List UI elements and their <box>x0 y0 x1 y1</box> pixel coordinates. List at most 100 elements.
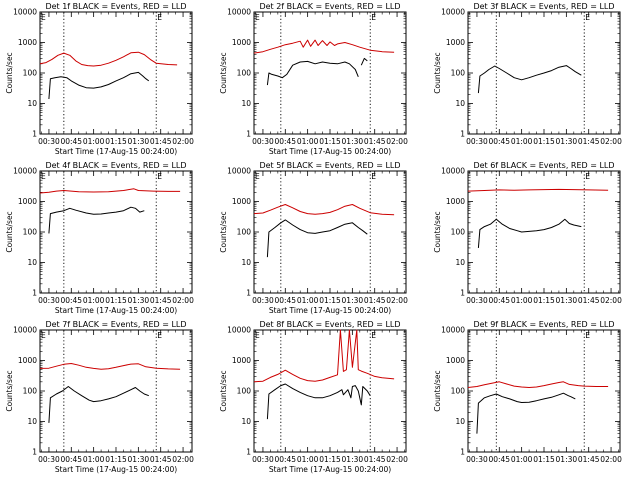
chart-panel-6: Det 6f BLACK = Events, RED = LLD 1 10 100 10… <box>433 161 622 305</box>
y-tick-label: 10 <box>455 258 465 267</box>
y-tick-label: 1000 <box>446 197 465 206</box>
x-tick-label: 01:45 <box>578 137 600 146</box>
x-tick-label: 01:15 <box>533 296 555 305</box>
x-axis-label: Start Time (17-Aug-15 00:24:00) <box>55 306 177 315</box>
chart-panel-1: Det 1f BLACK = Events, RED = LLD 1 10 100 10… <box>5 2 194 156</box>
y-axis-label: Counts/sec <box>433 211 442 252</box>
events-series-line <box>476 392 576 434</box>
y-tick-label: 100 <box>23 228 38 237</box>
y-tick-label: 1 <box>32 448 37 457</box>
x-tick-label: 01:45 <box>150 296 172 305</box>
y-axis-label: Counts/sec <box>433 370 442 411</box>
x-tick-label: 01:15 <box>533 137 555 146</box>
chart-title: Det 4f BLACK = Events, RED = LLD <box>45 161 186 170</box>
x-tick-label: 02:00 <box>600 296 622 305</box>
x-tick-label: 01:00 <box>297 296 319 305</box>
y-tick-label: 100 <box>237 69 252 78</box>
x-tick-label: 01:45 <box>150 455 172 464</box>
y-tick-label: 10000 <box>13 167 37 176</box>
chart-title: Det 9f BLACK = Events, RED = LLD <box>473 320 614 329</box>
x-tick-label: 00:30 <box>252 296 274 305</box>
y-axis-label: Counts/sec <box>433 52 442 93</box>
events-series-line <box>266 219 368 258</box>
x-tick-label: 01:45 <box>364 296 386 305</box>
y-axis-label: Counts/sec <box>5 52 14 93</box>
y-tick-label: 100 <box>23 387 38 396</box>
chart-title: Det 5f BLACK = Events, RED = LLD <box>259 161 400 170</box>
event-marker-label: E <box>585 172 590 181</box>
x-tick-label: 02:00 <box>386 137 408 146</box>
y-tick-label: 100 <box>451 387 466 396</box>
x-tick-label: 00:45 <box>60 137 82 146</box>
x-tick-label: 01:30 <box>128 137 150 146</box>
y-tick-label: 10000 <box>13 326 37 335</box>
x-tick-label: 01:45 <box>150 137 172 146</box>
y-tick-label: 1 <box>460 448 465 457</box>
x-tick-label: 00:30 <box>38 455 60 464</box>
y-tick-label: 1 <box>32 289 37 298</box>
y-tick-label: 10000 <box>227 326 251 335</box>
events-series-line <box>48 386 149 423</box>
plot-frame <box>39 170 193 294</box>
event-marker-label: E <box>255 13 260 22</box>
x-tick-label: 00:30 <box>466 137 488 146</box>
event-marker-label: E <box>585 331 590 340</box>
x-tick-label: 01:30 <box>556 137 578 146</box>
x-tick-label: 01:30 <box>342 455 364 464</box>
plot-frame <box>253 11 407 135</box>
x-tick-label: 00:30 <box>252 137 274 146</box>
x-tick-label: 00:45 <box>488 455 510 464</box>
x-tick-label: 01:00 <box>511 455 533 464</box>
x-tick-label: 02:00 <box>172 455 194 464</box>
chart-title: Det 8f BLACK = Events, RED = LLD <box>259 320 400 329</box>
events-series-line <box>48 206 145 234</box>
x-tick-label: 01:45 <box>578 296 600 305</box>
y-tick-label: 10 <box>241 258 251 267</box>
event-marker-label: E <box>41 172 46 181</box>
events-series-line <box>477 218 582 248</box>
x-axis-label: Start Time (17-Aug-15 00:24:00) <box>269 465 391 474</box>
event-marker-label: E <box>255 172 260 181</box>
x-axis-label: Start Time (17-Aug-15 00:24:00) <box>269 306 391 315</box>
chart-panel-3: Det 3f BLACK = Events, RED = LLD 1 10 100 10… <box>433 2 622 146</box>
y-tick-label: 1000 <box>18 38 37 47</box>
y-tick-label: 1000 <box>446 38 465 47</box>
x-tick-label: 01:45 <box>364 137 386 146</box>
x-tick-label: 01:45 <box>578 455 600 464</box>
x-tick-label: 01:15 <box>105 455 127 464</box>
x-axis-label: Start Time (17-Aug-15 00:24:00) <box>55 147 177 156</box>
y-tick-label: 10000 <box>227 8 251 17</box>
x-tick-label: 02:00 <box>172 137 194 146</box>
events-series-line <box>266 383 371 420</box>
x-tick-label: 01:30 <box>342 137 364 146</box>
x-tick-label: 01:30 <box>128 455 150 464</box>
lld-series-line <box>39 51 178 67</box>
chart-panel-8: Det 8f BLACK = Events, RED = LLD 1 10 100 10… <box>219 320 408 474</box>
x-tick-label: 01:30 <box>556 296 578 305</box>
x-tick-label: 00:30 <box>252 455 274 464</box>
chart-title: Det 6f BLACK = Events, RED = LLD <box>473 161 614 170</box>
y-axis-label: Counts/sec <box>5 211 14 252</box>
y-tick-label: 1 <box>246 130 251 139</box>
event-marker-label: E <box>585 13 590 22</box>
x-tick-label: 01:00 <box>83 137 105 146</box>
lld-series-line <box>253 329 395 383</box>
chart-title: Det 1f BLACK = Events, RED = LLD <box>45 2 186 11</box>
event-marker-label: E <box>371 13 376 22</box>
y-tick-label: 10 <box>27 258 37 267</box>
events-series-line <box>48 71 150 100</box>
x-tick-label: 02:00 <box>600 137 622 146</box>
x-tick-label: 01:45 <box>364 455 386 464</box>
x-tick-label: 02:00 <box>386 296 408 305</box>
y-axis-label: Counts/sec <box>219 52 228 93</box>
x-tick-label: 00:45 <box>60 296 82 305</box>
x-tick-label: 01:00 <box>83 296 105 305</box>
y-tick-label: 10 <box>455 417 465 426</box>
x-tick-label: 01:00 <box>297 455 319 464</box>
y-tick-label: 1 <box>246 448 251 457</box>
chart-title: Det 7f BLACK = Events, RED = LLD <box>45 320 186 329</box>
event-marker-label: E <box>157 331 162 340</box>
chart-panel-4: Det 4f BLACK = Events, RED = LLD 1 10 100 10… <box>5 161 194 315</box>
plot-frame <box>253 329 407 453</box>
event-marker-label: E <box>41 13 46 22</box>
